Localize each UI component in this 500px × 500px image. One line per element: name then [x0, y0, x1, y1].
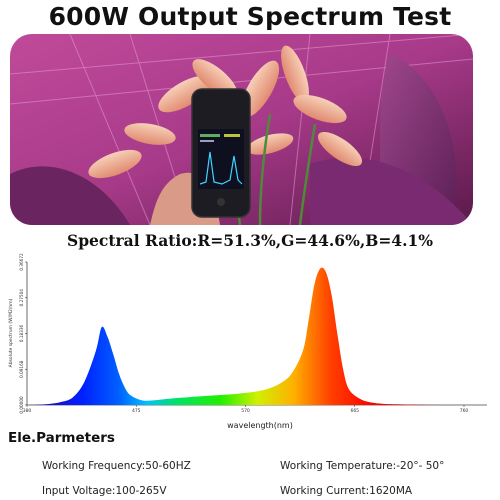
param-label: Working Frequency: [42, 460, 146, 472]
param-value: 1620MA [369, 485, 413, 497]
param-label: Working Temperature: [280, 460, 397, 472]
param-input-voltage: Input Voltage:100-265V [42, 485, 167, 497]
param-working-current: Working Current:1620MA [280, 485, 412, 497]
y-tick-labels: 0.00000 0.09168 0.18336 0.27504 0.36672 [19, 253, 27, 414]
param-value: 100-265V [115, 485, 167, 497]
y-tick-label: 0.36672 [19, 253, 24, 271]
x-tick-label: 760 [460, 408, 469, 414]
spectrum-area [27, 267, 487, 405]
y-axis-label: Absolute spectrum (W/M2/nm) [8, 298, 14, 367]
x-tick-labels: 380 475 570 665 760 [23, 405, 469, 414]
param-working-temperature: Working Temperature:-20°- 50° [280, 460, 444, 472]
spectrum-chart: 380 475 570 665 760 0.00000 0.09168 0.18336 0.2… [0, 248, 500, 434]
y-tick-label: 0.00000 [19, 396, 24, 414]
photo-illustration [10, 34, 473, 225]
x-tick-label: 570 [241, 408, 250, 414]
x-tick-label: 475 [132, 408, 141, 414]
param-label: Input Voltage: [42, 485, 116, 497]
x-tick-label: 665 [350, 408, 359, 414]
param-working-frequency: Working Frequency:50-60HZ [42, 460, 191, 472]
spectral-ratio: Spectral Ratio:R=51.3%,G=44.6%,B=4.1% [67, 231, 433, 250]
param-value: -20°- 50° [396, 460, 445, 472]
spectrum-svg: 380 475 570 665 760 0.00000 0.09168 0.18336 0.2… [8, 253, 487, 430]
param-label: Working Current: [280, 485, 370, 497]
x-tick-label: 380 [23, 408, 32, 414]
x-axis-label: wavelength(nm) [227, 421, 293, 430]
y-tick-label: 0.09168 [19, 360, 24, 378]
grow-light-photo [10, 34, 473, 225]
electrical-params-title: Ele.Parmeters [8, 430, 115, 446]
page-title: 600W Output Spectrum Test Report [48, 2, 452, 65]
y-tick-label: 0.27504 [19, 289, 24, 307]
param-value: 50-60HZ [145, 460, 191, 472]
y-tick-label: 0.18336 [19, 325, 24, 343]
